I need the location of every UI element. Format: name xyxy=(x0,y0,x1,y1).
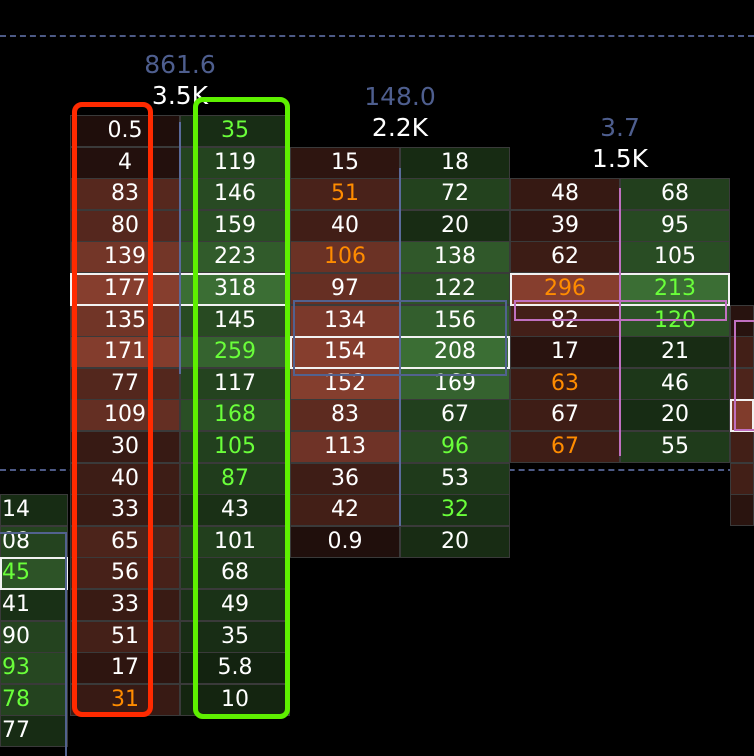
ask-cell: 53 xyxy=(400,462,510,495)
bid-cell: 135 xyxy=(70,304,180,337)
ask-cell: 146 xyxy=(180,178,290,211)
ask-cell: 90 xyxy=(0,620,68,653)
volume-label: 1.5K xyxy=(591,144,649,174)
bid-cell: 67 xyxy=(510,399,620,432)
bid-cell: 17 xyxy=(70,652,180,685)
bid-cell: 77 xyxy=(70,367,180,400)
ask-cell: 32 xyxy=(400,494,510,527)
bid-cell: 4 xyxy=(70,146,180,179)
green-highlight-annotation xyxy=(193,97,290,719)
bid-cell: 80 xyxy=(70,209,180,242)
value-area-box xyxy=(293,300,507,376)
ask-cell: 14 xyxy=(0,494,68,527)
ask-cell: 68 xyxy=(620,178,730,211)
ask-cell: 67 xyxy=(400,399,510,432)
bid-cell: 139 xyxy=(70,241,180,274)
ask-cell: 20 xyxy=(620,399,730,432)
ask-cell: 122 xyxy=(400,273,510,306)
bid-cell: 113 xyxy=(290,431,400,464)
ask-cell: 78 xyxy=(0,683,68,716)
ask-cell: 18 xyxy=(400,146,510,179)
bid-cell: 62 xyxy=(510,241,620,274)
candle-wick xyxy=(179,122,181,374)
bid-cell: 134 xyxy=(290,304,400,337)
value-area-box xyxy=(0,532,67,756)
ask-cell: 72 xyxy=(400,178,510,211)
red-highlight-annotation xyxy=(72,102,153,717)
ask-cell: 55 xyxy=(620,431,730,464)
ask-cell: 20 xyxy=(400,525,510,558)
ask-cell: 08 xyxy=(0,525,68,558)
candle-wick xyxy=(399,168,401,526)
ask-cell: 96 xyxy=(400,431,510,464)
delta-label: 3.7 xyxy=(600,113,640,143)
bid-cell: 0.5 xyxy=(70,115,180,148)
bid-cell xyxy=(730,462,754,495)
ask-cell: 145 xyxy=(180,304,290,337)
candle-wick xyxy=(619,188,621,456)
ask-cell: 87 xyxy=(180,462,290,495)
ask-cell: 156 xyxy=(400,304,510,337)
value-area-box xyxy=(514,300,727,321)
bid-cell xyxy=(730,494,754,527)
ask-cell: 5.8 xyxy=(180,652,290,685)
ask-cell: 159 xyxy=(180,209,290,242)
ask-cell: 318 xyxy=(180,273,290,306)
bid-cell: 106 xyxy=(290,241,400,274)
ask-cell: 77 xyxy=(0,715,68,748)
ask-cell: 138 xyxy=(400,241,510,274)
bid-cell: 83 xyxy=(70,178,180,211)
ask-cell: 35 xyxy=(180,620,290,653)
bid-cell: 33 xyxy=(70,589,180,622)
ask-cell: 46 xyxy=(620,367,730,400)
volume-label: 2.2K xyxy=(371,112,429,142)
bid-cell: 56 xyxy=(70,557,180,590)
bid-cell: 36 xyxy=(290,462,400,495)
ask-cell: 213 xyxy=(620,273,730,306)
ask-cell: 168 xyxy=(180,399,290,432)
bid-cell: 0.9 xyxy=(290,525,400,558)
bid-cell: 17 xyxy=(510,336,620,369)
bid-cell: 33 xyxy=(70,494,180,527)
bid-cell: 51 xyxy=(290,178,400,211)
bid-cell: 48 xyxy=(510,178,620,211)
ask-cell: 101 xyxy=(180,525,290,558)
delta-label: 148.0 xyxy=(364,81,436,111)
bid-cell: 30 xyxy=(70,431,180,464)
bid-cell: 67 xyxy=(510,431,620,464)
bid-cell: 40 xyxy=(70,462,180,495)
delta-label: 861.6 xyxy=(144,50,216,79)
bid-cell: 42 xyxy=(290,494,400,527)
upper-dashed-level-line xyxy=(0,35,754,37)
bid-cell: 65 xyxy=(70,525,180,558)
ask-cell: 95 xyxy=(620,209,730,242)
bid-cell: 39 xyxy=(510,209,620,242)
bid-cell: 97 xyxy=(290,273,400,306)
ask-cell: 10 xyxy=(180,683,290,716)
ask-cell: 43 xyxy=(180,494,290,527)
ask-cell: 105 xyxy=(620,241,730,274)
ask-cell: 68 xyxy=(180,557,290,590)
bid-cell: 63 xyxy=(510,367,620,400)
bid-cell: 171 xyxy=(70,336,180,369)
ask-cell: 119 xyxy=(180,146,290,179)
ask-cell: 21 xyxy=(620,336,730,369)
value-area-box xyxy=(734,320,754,431)
ask-cell: 105 xyxy=(180,431,290,464)
ask-cell: 93 xyxy=(0,652,68,685)
ask-cell: 35 xyxy=(180,115,290,148)
bid-cell: 109 xyxy=(70,399,180,432)
bid-cell xyxy=(730,431,754,464)
ask-cell: 20 xyxy=(400,209,510,242)
bid-cell: 15 xyxy=(290,146,400,179)
bid-cell: 83 xyxy=(290,399,400,432)
bid-cell: 40 xyxy=(290,209,400,242)
bid-cell: 51 xyxy=(70,620,180,653)
